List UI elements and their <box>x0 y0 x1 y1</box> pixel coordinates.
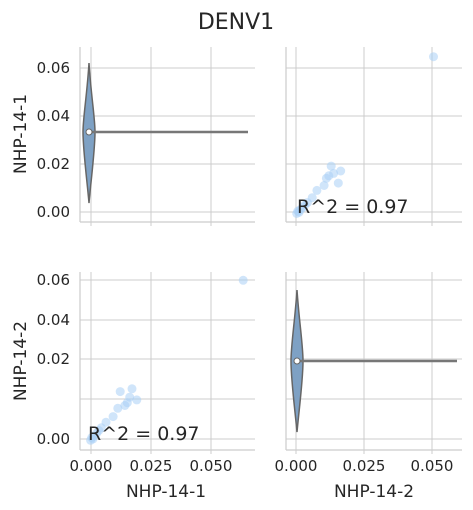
ytick-r1-0.04: 0.04 <box>37 107 70 125</box>
r2c1-point-7 <box>101 417 111 427</box>
r2c1-point-9 <box>113 403 123 413</box>
ytick-r2-0.06: 0.06 <box>37 271 70 289</box>
r2c1-point-16 <box>238 275 248 285</box>
r1c2-point-14 <box>336 166 346 176</box>
ylabel-row2: NHP-14-2 <box>11 321 31 401</box>
chart-title: DENV1 <box>198 10 274 35</box>
xtick-c1-0.050: 0.050 <box>190 457 233 475</box>
xlabel-col1: NHP-14-1 <box>126 482 206 502</box>
r1c2-point-7 <box>307 193 317 203</box>
violin-median-nhp-14-2 <box>293 357 301 365</box>
ytick-r2-0.04: 0.04 <box>37 311 70 329</box>
xtick-c2-0.025: 0.025 <box>343 457 386 475</box>
annotation-r1c2: R^2 = 0.97 <box>297 196 409 218</box>
xtick-c2-0.000: 0.000 <box>275 457 318 475</box>
r2c1-point-10 <box>115 387 125 397</box>
r1c2-point-13 <box>329 168 339 178</box>
r2c1-point-14 <box>127 384 137 394</box>
ytick-r2-0.02: 0.02 <box>37 350 70 368</box>
panel-r2c1: R^2 = 0.97 <box>79 272 255 454</box>
panel-r1c2: R^2 = 0.97 <box>285 47 462 226</box>
r2c1-point-8 <box>108 412 118 422</box>
r2c1-point-15 <box>132 395 142 405</box>
xlabel-col2: NHP-14-2 <box>334 482 414 502</box>
ytick-r1-0.00: 0.00 <box>37 203 70 221</box>
r1c2-point-15 <box>326 161 336 171</box>
ytick-r2-0.00: 0.00 <box>37 430 70 448</box>
r2c1-point-13 <box>125 392 135 402</box>
panel-r1c1 <box>79 47 255 226</box>
ytick-r1-0.06: 0.06 <box>37 59 70 77</box>
r1c2-point-10 <box>333 178 343 188</box>
panel-r2c2 <box>285 272 462 454</box>
ytick-r1-0.02: 0.02 <box>37 155 70 173</box>
r1c2-point-9 <box>319 181 329 190</box>
r1c2-point-8 <box>312 185 322 195</box>
xtick-c1-0.000: 0.000 <box>70 457 113 475</box>
ylabel-row1: NHP-14-1 <box>11 94 31 174</box>
xtick-c2-0.050: 0.050 <box>411 457 454 475</box>
annotation-r2c1: R^2 = 0.97 <box>88 423 200 445</box>
violin-median-nhp-14-1 <box>85 128 93 136</box>
xtick-c1-0.025: 0.025 <box>130 457 173 475</box>
r1c2-point-16 <box>429 52 438 62</box>
